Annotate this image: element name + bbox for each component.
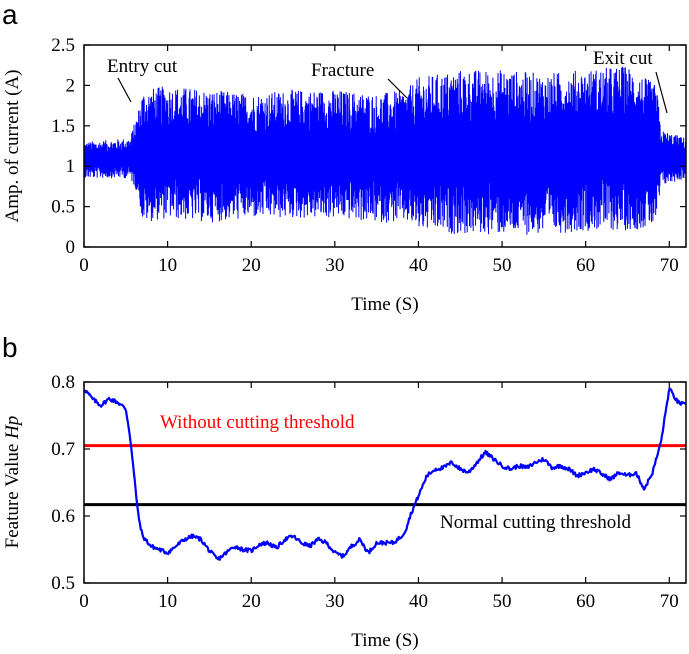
- x-tick-label: 30: [325, 591, 344, 612]
- fracture-annotation: Fracture: [311, 60, 374, 81]
- panel-b-x-axis-label: Time (S): [351, 630, 418, 651]
- y-tick-label: 0.6: [51, 506, 75, 527]
- y-tick-label: 2: [66, 75, 76, 96]
- panel-b-y-ticks: 0.5 0.6 0.7 0.8: [51, 372, 686, 594]
- x-tick-label: 0: [79, 255, 89, 276]
- panel-a-label: a: [2, 0, 18, 30]
- panel-b: b 0.5 0.6 0.7 0.8 0 10 20 30 40 50 60 70 Without c…: [2, 332, 687, 651]
- panel-a-x-ticks: 0 10 20 30 40 50 60 70: [79, 45, 679, 276]
- panel-a-y-axis-label: Amp. of current (A): [2, 69, 23, 222]
- panel-a-y-ticks: 0 0.5 1 1.5 2 2.5: [51, 35, 686, 258]
- entry-cut-pointer: [117, 77, 132, 103]
- exit-cut-pointer: [655, 71, 668, 114]
- panel-a-signal-series: [83, 66, 687, 235]
- panel-b-y-axis-label-symbol: Hp: [2, 416, 23, 440]
- x-tick-label: 50: [493, 591, 512, 612]
- y-tick-label: 0.5: [51, 197, 75, 218]
- entry-cut-annotation: Entry cut: [107, 56, 178, 77]
- fracture-pointer: [387, 78, 408, 99]
- normal-cutting-threshold-label: Normal cutting threshold: [440, 512, 632, 533]
- y-tick-label: 0: [66, 237, 76, 258]
- panel-b-y-axis-label: Feature Value Hp: [2, 416, 23, 549]
- x-tick-label: 20: [242, 255, 261, 276]
- x-tick-label: 30: [325, 255, 344, 276]
- y-tick-label: 0.7: [51, 439, 75, 460]
- x-tick-label: 40: [409, 255, 428, 276]
- without-cutting-threshold-label: Without cutting threshold: [160, 412, 355, 433]
- x-tick-label: 40: [409, 591, 428, 612]
- x-tick-label: 50: [493, 255, 512, 276]
- y-tick-label: 0.8: [51, 372, 75, 393]
- panel-a: a 00.511.522.5 0 10 20 30 40 50 60 70 Time (S) …: [2, 0, 687, 315]
- panel-a-plot-frame: [83, 44, 687, 248]
- x-tick-label: 20: [242, 591, 261, 612]
- x-tick-label: 10: [158, 591, 177, 612]
- y-tick-label: 2.5: [51, 35, 75, 56]
- y-tick-label: 0.5: [51, 573, 75, 594]
- x-tick-label: 10: [158, 255, 177, 276]
- panel-a-x-axis-label: Time (S): [351, 294, 418, 315]
- x-tick-label: 70: [660, 591, 679, 612]
- feature-value-series: [83, 387, 687, 561]
- y-tick-label: 1: [66, 156, 76, 177]
- x-tick-label: 70: [660, 255, 679, 276]
- current-signal-line: [83, 66, 687, 235]
- y-tick-label: 1.5: [51, 116, 75, 137]
- panel-b-x-ticks: 0 10 20 30 40 50 60 70: [79, 382, 679, 612]
- panel-b-plot-frame: [83, 381, 687, 584]
- x-tick-label: 60: [576, 591, 595, 612]
- exit-cut-annotation: Exit cut: [593, 48, 653, 69]
- x-tick-label: 60: [576, 255, 595, 276]
- panel-b-y-axis-label-text: Feature Value: [2, 439, 23, 548]
- x-tick-label: 0: [79, 591, 89, 612]
- panel-b-label: b: [2, 332, 18, 363]
